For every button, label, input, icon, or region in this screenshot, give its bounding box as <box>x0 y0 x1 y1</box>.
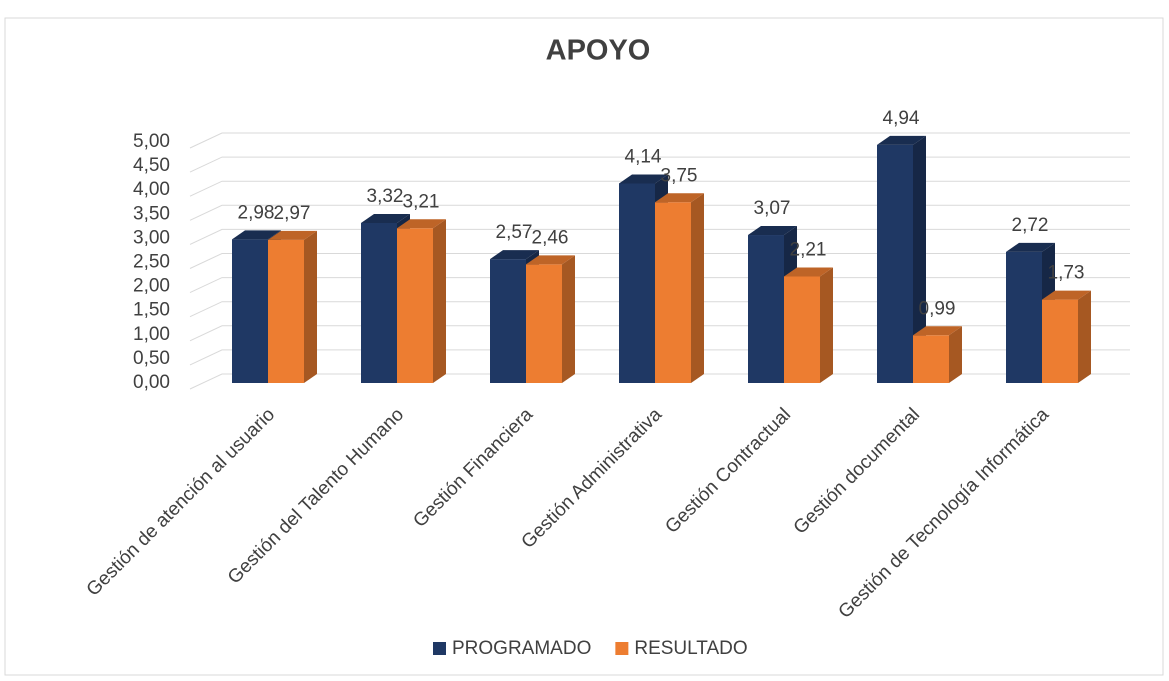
y-tick-label: 5,00 <box>133 131 170 152</box>
bar-top <box>913 326 962 336</box>
bar-front <box>1006 251 1042 383</box>
bar-front <box>655 202 691 383</box>
y-tick-label: 0,50 <box>133 348 170 369</box>
data-label: 2,21 <box>790 239 827 260</box>
grid-line <box>189 253 1130 269</box>
grid-line <box>189 132 1130 149</box>
bar-front <box>361 222 397 383</box>
grid-line <box>189 180 1130 197</box>
bar-front <box>913 335 949 383</box>
data-label: 2,57 <box>496 222 533 243</box>
bar-front <box>784 276 820 383</box>
chart-frame <box>4 17 1164 676</box>
bar-top <box>784 267 833 277</box>
bar <box>526 255 575 383</box>
bar <box>1042 290 1091 383</box>
bar-front <box>490 259 526 383</box>
bar-front <box>397 228 433 383</box>
y-tick-label: 3,00 <box>133 227 170 248</box>
data-label: 4,14 <box>625 146 662 167</box>
bar <box>268 230 317 383</box>
data-label: 3,32 <box>367 186 404 207</box>
bar <box>784 267 833 383</box>
bar-side <box>562 255 575 383</box>
y-tick-label: 0,00 <box>133 372 170 393</box>
bar <box>913 326 962 383</box>
bar-front <box>232 239 268 383</box>
y-tick-label: 3,50 <box>133 203 170 224</box>
data-label: 0,99 <box>919 298 956 319</box>
bar-side <box>949 326 962 383</box>
bar-front <box>619 183 655 383</box>
legend-label: PROGRAMADO <box>452 638 591 659</box>
y-tick-label: 2,50 <box>133 252 170 273</box>
bar <box>397 219 446 383</box>
legend-label: RESULTADO <box>634 638 747 659</box>
bar-top <box>655 193 704 203</box>
data-label: 2,98 <box>238 202 275 223</box>
bar-side <box>691 193 704 383</box>
data-label: 2,46 <box>532 227 569 248</box>
bar-top <box>232 230 281 240</box>
y-tick-label: 1,00 <box>133 324 170 345</box>
data-label: 3,21 <box>403 191 440 212</box>
grid-line <box>189 204 1130 221</box>
y-tick-label: 4,50 <box>133 155 170 176</box>
data-label: 2,72 <box>1012 215 1049 236</box>
grid-line <box>189 156 1130 173</box>
y-tick-label: 4,00 <box>133 179 170 200</box>
data-label: 3,75 <box>661 165 698 186</box>
bar-side <box>1078 290 1091 383</box>
bar-top <box>1042 290 1091 300</box>
bar-top <box>748 226 797 236</box>
bar-front <box>526 264 562 383</box>
y-tick-label: 2,00 <box>133 276 170 297</box>
bar-top <box>397 219 446 229</box>
bar-side <box>433 219 446 383</box>
bar-top <box>361 213 410 223</box>
grid-line <box>189 228 1130 245</box>
data-label: 4,94 <box>883 108 920 129</box>
legend-swatch <box>615 642 629 655</box>
data-label: 3,07 <box>754 198 791 219</box>
bar-side <box>820 267 833 383</box>
bar-top <box>877 135 926 145</box>
y-tick-label: 1,50 <box>133 300 170 321</box>
bar-top <box>268 230 317 240</box>
bar <box>655 193 704 383</box>
bar-top <box>490 250 539 260</box>
bar-front <box>748 235 784 383</box>
bar-front <box>268 239 304 383</box>
bar-front <box>877 144 913 383</box>
legend-swatch <box>433 642 446 655</box>
bar-top <box>619 174 668 184</box>
bar-top <box>1006 242 1055 252</box>
bar-side <box>913 135 926 383</box>
bar-front <box>1042 299 1078 383</box>
data-label: 1,73 <box>1048 263 1085 284</box>
bar-side <box>304 230 317 383</box>
data-label: 2,97 <box>274 203 311 224</box>
bar-top <box>526 255 575 265</box>
bar <box>877 135 926 383</box>
chart-title: APOYO <box>546 35 651 67</box>
